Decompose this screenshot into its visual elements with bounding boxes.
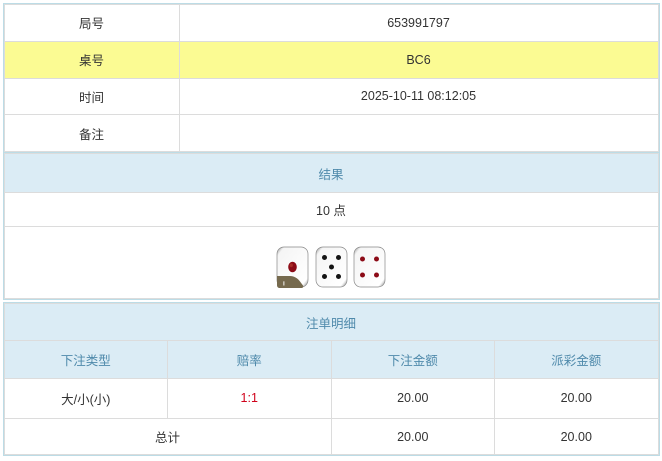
svg-text:i: i	[283, 280, 285, 287]
